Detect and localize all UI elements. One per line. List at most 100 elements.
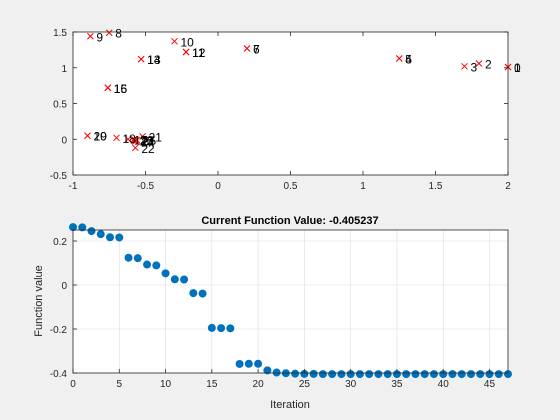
function-value-point — [337, 370, 346, 379]
bottom-ytick-label: -0.4 — [50, 369, 68, 380]
x-marker-stroke — [133, 136, 141, 144]
function-value-point — [318, 370, 327, 379]
top-ytick-label: 1.5 — [53, 28, 67, 39]
function-value-point — [448, 370, 457, 379]
top-point-marker — [124, 135, 132, 143]
bottom-xtick-label: 40 — [438, 379, 450, 390]
top-xtick-label: -0.5 — [137, 181, 155, 192]
x-marker-stroke — [131, 144, 139, 152]
bottom-ytick-label: 0 — [61, 281, 67, 292]
top-point-marker — [87, 32, 94, 40]
top-point-label: 5 — [405, 52, 412, 66]
function-value-point — [124, 253, 133, 262]
top-point-label: 7 — [253, 42, 260, 56]
function-value-point — [189, 289, 198, 298]
function-value-point — [365, 370, 374, 379]
x-marker-stroke — [105, 29, 113, 37]
top-point-label: 20 — [94, 130, 108, 144]
top-point-label: 6 — [253, 42, 260, 56]
function-value-point — [87, 227, 96, 236]
bottom-axes-title: Current Function Value: -0.405237 — [201, 215, 378, 227]
function-value-point — [133, 254, 142, 263]
top-point-marker — [461, 62, 468, 70]
top-point-label: 18 — [123, 132, 137, 146]
function-value-point — [300, 369, 309, 378]
x-marker-stroke — [87, 32, 94, 40]
top-axes-background — [73, 32, 508, 175]
top-xtick-label: 0 — [215, 181, 221, 192]
top-point-label: 3 — [471, 60, 478, 74]
top-point-marker — [113, 134, 120, 142]
function-value-point — [78, 223, 87, 232]
function-value-point — [494, 370, 503, 379]
function-value-point — [170, 275, 179, 284]
top-point-label: 26 — [140, 133, 154, 147]
top-point-label: 17 — [134, 133, 148, 147]
x-marker-stroke — [137, 55, 145, 63]
function-value-point — [355, 370, 364, 379]
bottom-ytick-label: 0.2 — [53, 237, 67, 248]
function-value-point — [328, 370, 337, 379]
top-point-marker — [137, 55, 145, 63]
top-xtick-label: 0.5 — [284, 181, 298, 192]
top-point-marker — [182, 48, 190, 56]
top-point-marker — [395, 55, 403, 62]
bottom-xtick-label: 30 — [345, 379, 357, 390]
function-value-point — [504, 370, 512, 379]
top-point-label: 23 — [140, 135, 154, 149]
top-ytick-label: 1 — [61, 64, 67, 75]
function-value-point — [392, 370, 401, 379]
bottom-axes[interactable]: 0 5 10 15 20 25 30 35 40 45 -0.4 -0.2 0 0.2 Current F… — [33, 215, 512, 411]
top-point-marker — [131, 144, 139, 152]
top-point-label: 11 — [192, 46, 205, 60]
top-point-label: 19 — [94, 130, 108, 144]
bottom-xtick-label: 35 — [391, 379, 403, 390]
function-value-point — [374, 370, 383, 379]
bottom-axes-box — [72, 229, 509, 374]
x-marker-stroke — [131, 137, 139, 145]
top-point-label: 4 — [405, 52, 412, 66]
top-point-label: 25 — [143, 134, 157, 148]
bottom-axes-ylabel: Function value — [33, 265, 45, 337]
bottom-axes-ticks: 0 5 10 15 20 25 30 35 40 45 -0.4 -0.2 0 0.2 — [50, 237, 496, 390]
x-marker-stroke — [124, 135, 132, 143]
top-xtick-label: -1 — [69, 181, 78, 192]
top-point-label: 13 — [147, 53, 161, 67]
function-value-point — [217, 324, 226, 333]
bottom-xtick-label: 45 — [484, 379, 496, 390]
top-point-label: 2 — [485, 57, 492, 71]
top-point-label: 8 — [115, 27, 122, 41]
function-value-point — [476, 370, 485, 379]
function-value-point — [226, 324, 235, 333]
top-point-marker — [131, 137, 139, 145]
function-value-point — [466, 370, 475, 379]
bottom-axes-background — [73, 230, 508, 373]
top-axes-markers — [84, 29, 512, 152]
function-value-point — [272, 368, 281, 377]
top-point-label: 24 — [141, 135, 155, 149]
function-value-point — [180, 275, 189, 284]
bottom-ytick-label: -0.2 — [50, 325, 68, 336]
function-value-point — [309, 369, 318, 378]
top-point-marker — [139, 133, 146, 140]
function-value-point — [96, 230, 105, 239]
function-value-point — [383, 370, 392, 379]
top-point-marker — [104, 84, 112, 92]
function-value-point — [207, 323, 216, 332]
function-value-point — [115, 233, 124, 242]
top-point-label: 27 — [141, 135, 155, 149]
top-point-label: 0 — [514, 61, 521, 75]
function-value-point — [346, 370, 355, 379]
x-marker-stroke — [104, 84, 112, 92]
top-point-label: 9 — [96, 30, 103, 44]
top-ytick-label: -0.5 — [50, 171, 68, 182]
bottom-xtick-label: 25 — [299, 379, 311, 390]
function-value-point — [263, 366, 272, 375]
function-value-point — [254, 359, 263, 368]
function-value-point — [235, 359, 244, 368]
x-marker-stroke — [243, 45, 251, 52]
function-value-point — [198, 289, 207, 298]
